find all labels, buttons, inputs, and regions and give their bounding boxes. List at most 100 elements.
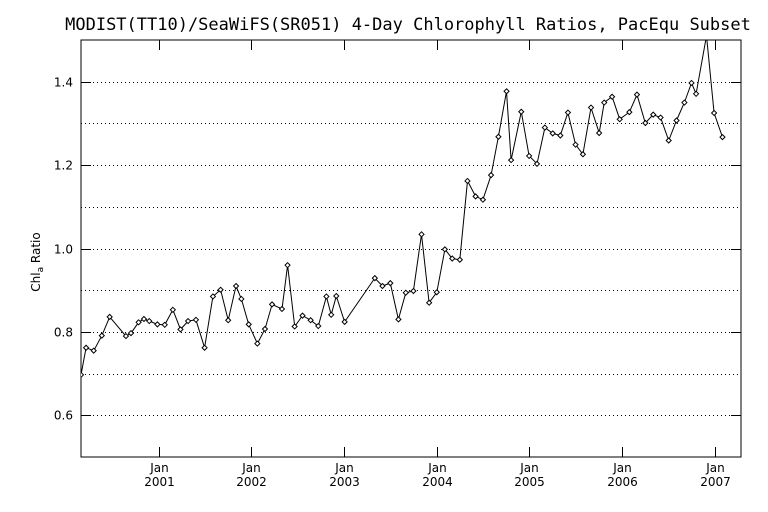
data-point	[433, 289, 440, 296]
data-point	[479, 196, 487, 203]
x-tick-month-label: Jan	[705, 461, 725, 475]
y-axis: 0.6 0.8 1.0 1.2 1.4	[54, 76, 741, 423]
data-point	[291, 323, 298, 330]
plot-area	[81, 40, 726, 379]
data-point	[495, 133, 502, 140]
chart-title: MODIST(TT10)/SeaWiFS(SR051) 4-Day Chloro…	[65, 15, 751, 35]
data-point	[268, 301, 276, 308]
data-point	[177, 326, 184, 333]
data-point	[710, 109, 718, 117]
x-tick-month-label: Jan	[612, 461, 632, 475]
data-point	[456, 256, 464, 263]
data-point	[410, 287, 417, 295]
data-point	[299, 312, 306, 319]
x-tick-month-label: Jan	[519, 461, 539, 475]
data-point	[579, 151, 587, 158]
data-point	[692, 90, 700, 98]
x-tick-year-label: 2005	[514, 475, 545, 489]
plot-frame	[80, 39, 742, 458]
data-point	[315, 322, 322, 330]
y-tick-label: 1.0	[54, 243, 73, 257]
data-point	[418, 231, 425, 238]
x-tick-year-label: 2001	[144, 475, 175, 489]
data-point	[98, 332, 106, 339]
x-tick-month-label: Jan	[149, 461, 169, 475]
data-point	[395, 316, 402, 323]
data-point	[616, 116, 623, 123]
data-point	[564, 109, 572, 116]
x-tick-year-label: 2002	[236, 475, 267, 489]
data-point	[254, 340, 261, 347]
data-point	[333, 292, 340, 300]
data-point	[595, 129, 603, 137]
data-point	[541, 124, 549, 131]
data-point	[549, 130, 556, 137]
data-point	[284, 261, 291, 269]
data-point	[323, 293, 330, 300]
data-point	[633, 91, 641, 98]
data-point	[161, 321, 168, 329]
x-tick-year-label: 2004	[422, 475, 453, 489]
x-tick-month-label: Jan	[334, 461, 354, 475]
data-point	[192, 316, 200, 324]
data-point	[341, 318, 348, 326]
series-group	[81, 40, 726, 379]
data-point	[608, 93, 616, 100]
data-point	[402, 289, 410, 296]
data-point	[135, 319, 142, 326]
data-point	[665, 137, 672, 144]
x-tick-month-label: Jan	[427, 461, 447, 475]
y-tick-label: 0.6	[54, 409, 73, 423]
data-point	[642, 119, 649, 127]
data-point	[307, 317, 314, 324]
data-point	[464, 177, 471, 185]
data-point	[503, 88, 510, 95]
data-point	[525, 152, 533, 160]
data-point	[209, 293, 217, 300]
data-point	[327, 311, 335, 319]
data-point	[127, 329, 135, 337]
data-point	[245, 321, 252, 328]
data-point	[224, 317, 232, 324]
grid	[81, 82, 741, 416]
data-point	[371, 274, 379, 282]
data-point	[81, 371, 85, 379]
y-tick-label: 0.8	[54, 326, 73, 340]
data-point	[688, 79, 695, 87]
y-axis-label-subscript: a	[36, 267, 46, 273]
data-point	[154, 321, 161, 328]
y-axis-label-main: Chl	[29, 272, 43, 291]
x-axis: Jan2001Jan2002Jan2003Jan2004Jan2005Jan20…	[144, 40, 731, 489]
data-point	[201, 344, 208, 351]
data-point	[533, 160, 541, 168]
x-tick-year-label: 2003	[329, 475, 360, 489]
data-point	[261, 325, 269, 333]
data-point	[217, 286, 224, 293]
data-point	[82, 344, 90, 351]
data-point	[487, 171, 495, 179]
data-point	[146, 317, 153, 325]
data-point	[557, 132, 564, 139]
data-point	[238, 295, 245, 303]
data-point	[601, 99, 608, 106]
y-tick-label: 1.4	[54, 76, 73, 90]
y-tick-label: 1.2	[54, 159, 73, 173]
series-line	[81, 40, 723, 375]
data-point	[184, 317, 192, 325]
data-point	[673, 117, 680, 124]
data-point	[681, 99, 688, 106]
data-point	[387, 279, 394, 287]
data-point	[449, 255, 456, 262]
data-point	[169, 306, 177, 314]
data-point	[649, 111, 657, 118]
data-point	[472, 193, 479, 200]
data-point	[587, 104, 595, 111]
data-point	[140, 315, 148, 323]
data-point	[626, 108, 633, 116]
x-tick-month-label: Jan	[241, 461, 261, 475]
data-point	[278, 305, 286, 313]
data-point	[122, 332, 130, 340]
data-point	[425, 299, 433, 306]
data-point	[106, 313, 113, 321]
